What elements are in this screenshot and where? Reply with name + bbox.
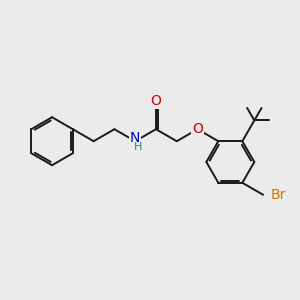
Text: O: O [192, 122, 203, 136]
Text: N: N [130, 131, 140, 145]
Text: H: H [134, 142, 142, 152]
Text: O: O [151, 94, 161, 108]
Text: Br: Br [270, 188, 286, 202]
